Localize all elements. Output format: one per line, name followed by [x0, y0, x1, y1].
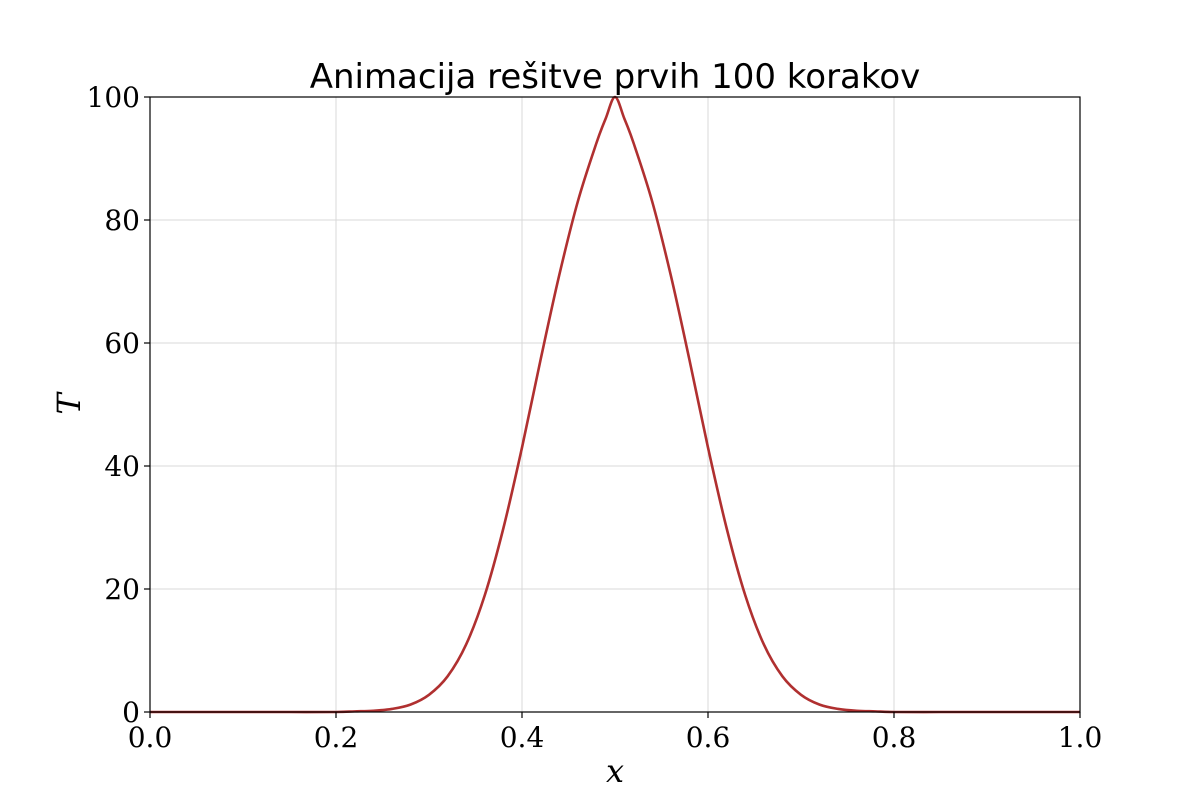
y-tick-label: 40 — [104, 450, 140, 483]
y-tick-label: 0 — [122, 696, 140, 729]
x-tick-label: 0.8 — [872, 721, 917, 754]
chart-title: Animacija rešitve prvih 100 korakov — [310, 57, 921, 97]
y-tick-label: 60 — [104, 327, 140, 360]
x-tick-label: 0.2 — [314, 721, 359, 754]
x-tick-label: 1.0 — [1058, 721, 1103, 754]
ticks — [144, 96, 1081, 718]
y-tick-label: 20 — [104, 573, 140, 606]
plot-series — [150, 95, 1080, 714]
x-axis-label: x — [606, 752, 624, 790]
grid-lines — [149, 96, 1081, 713]
plot-frame — [149, 96, 1081, 713]
y-tick-label: 100 — [87, 81, 140, 114]
x-tick-label: 0.0 — [128, 721, 173, 754]
x-tick-label: 0.6 — [686, 721, 731, 754]
x-tick-label: 0.4 — [500, 721, 545, 754]
series-line — [150, 95, 1080, 714]
y-tick-label: 80 — [104, 204, 140, 237]
y-axis-label: T — [50, 391, 88, 415]
tick-labels: 0.0 0.2 0.4 0.6 0.8 1.0 0 20 40 60 80 100 — [87, 81, 1103, 754]
